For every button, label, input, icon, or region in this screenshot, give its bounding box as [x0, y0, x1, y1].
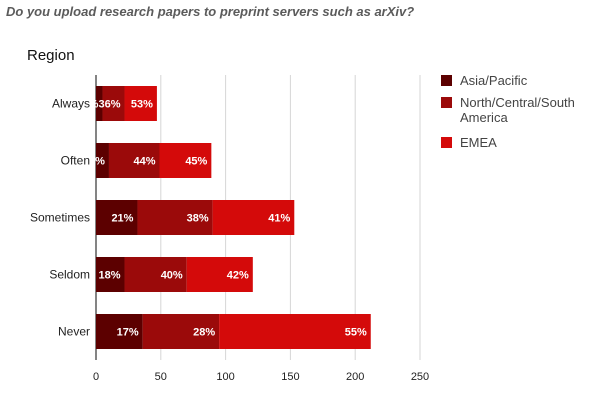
x-tick-label: 0	[93, 371, 99, 383]
bar-segment	[159, 143, 212, 178]
chart-title: Do you upload research papers to preprin…	[6, 4, 415, 19]
category-label: Never	[58, 325, 90, 339]
bar-segment	[96, 314, 143, 349]
bar-segment	[124, 86, 157, 121]
bar-data-label: 21%	[111, 213, 133, 225]
bar-segment	[124, 257, 187, 292]
legend-swatch	[441, 137, 452, 148]
bar-segment	[96, 257, 125, 292]
bar-data-label: 28%	[193, 327, 215, 339]
category-label: Always	[52, 97, 90, 111]
bar-data-label: 53%	[131, 99, 153, 111]
category-label: Seldom	[49, 268, 90, 282]
bar-segment	[142, 314, 220, 349]
legend-label: EMEA	[460, 135, 497, 150]
legend-label: Asia/Pacific	[460, 73, 528, 88]
bar-data-label: 11%	[77, 99, 99, 111]
bar-data-label: 36%	[98, 99, 120, 111]
bar-segment	[102, 86, 125, 121]
category-label: Sometimes	[30, 211, 90, 225]
legend-swatch	[441, 97, 452, 108]
bar-segment	[96, 143, 109, 178]
bar-segment	[186, 257, 253, 292]
bar-data-label: 40%	[161, 270, 183, 282]
bar-segment	[212, 200, 295, 235]
legend-swatch	[441, 75, 452, 86]
category-label: Often	[61, 154, 90, 168]
bar-data-label: 45%	[185, 156, 207, 168]
bar-data-label: 38%	[187, 213, 209, 225]
x-tick-label: 250	[411, 371, 429, 383]
bar-segment	[96, 200, 138, 235]
x-tick-label: 100	[216, 371, 234, 383]
legend-title: Region	[27, 47, 75, 64]
bar-data-label: 42%	[227, 270, 249, 282]
bar-segment	[219, 314, 371, 349]
x-tick-label: 150	[281, 371, 299, 383]
bar-data-label: 17%	[117, 327, 139, 339]
bar-segment	[137, 200, 213, 235]
x-tick-label: 50	[155, 371, 167, 383]
legend-label: North/Central/South America	[460, 95, 575, 125]
bar-data-label: 55%	[345, 327, 367, 339]
bar-segment	[108, 143, 160, 178]
bar-data-label: 18%	[98, 270, 120, 282]
bar-data-label: 44%	[133, 156, 155, 168]
bar-data-label: 11%	[84, 156, 106, 168]
x-tick-label: 200	[346, 371, 364, 383]
bar-segment	[96, 86, 103, 121]
bar-data-label: 41%	[268, 213, 290, 225]
